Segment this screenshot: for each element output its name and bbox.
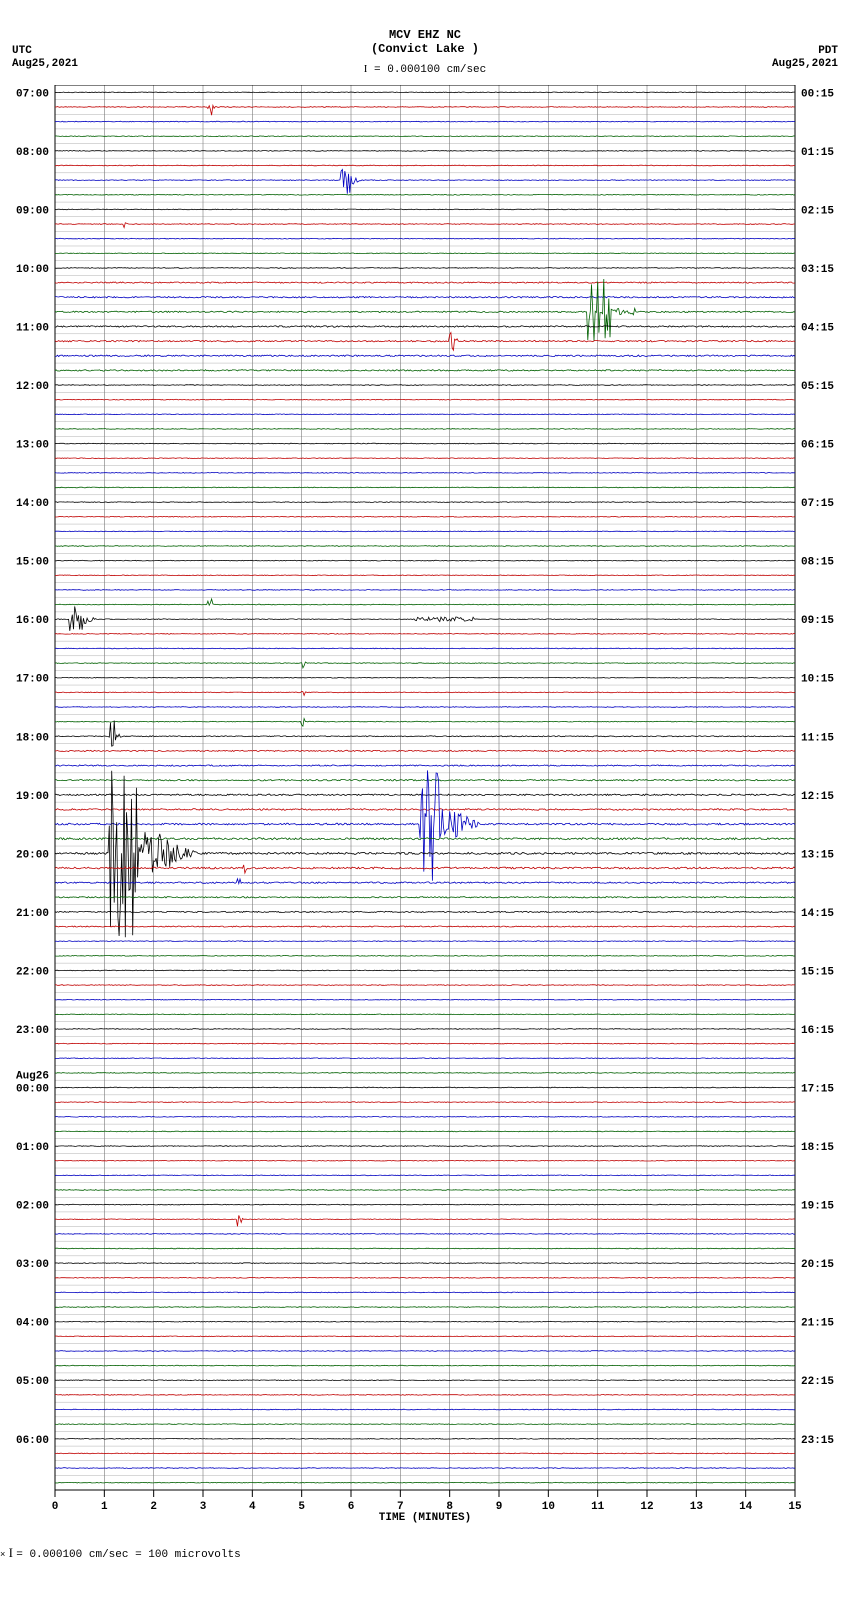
svg-text:05:15: 05:15 xyxy=(801,381,834,393)
svg-text:04:15: 04:15 xyxy=(801,322,834,334)
svg-text:22:00: 22:00 xyxy=(16,966,49,978)
svg-text:08:00: 08:00 xyxy=(16,147,49,159)
svg-text:Aug26: Aug26 xyxy=(16,1071,49,1083)
svg-text:22:15: 22:15 xyxy=(801,1376,834,1388)
svg-text:13:00: 13:00 xyxy=(16,440,49,452)
svg-text:11:00: 11:00 xyxy=(16,322,49,334)
svg-text:11:15: 11:15 xyxy=(801,732,834,744)
svg-text:14:00: 14:00 xyxy=(16,498,49,510)
svg-text:16:00: 16:00 xyxy=(16,615,49,627)
svg-text:12:15: 12:15 xyxy=(801,791,834,803)
svg-text:19:15: 19:15 xyxy=(801,1201,834,1213)
svg-text:06:15: 06:15 xyxy=(801,440,834,452)
svg-text:13:15: 13:15 xyxy=(801,849,834,861)
svg-text:09:15: 09:15 xyxy=(801,615,834,627)
footer-scale-note: × I = 0.000100 cm/sec = 100 microvolts xyxy=(0,1545,241,1561)
svg-text:18:00: 18:00 xyxy=(16,732,49,744)
svg-text:03:00: 03:00 xyxy=(16,1259,49,1271)
right-date: Aug25,2021 xyxy=(772,58,838,71)
seismogram-chart: 07:00 08:00 09:00 10:00 11:00 12:00 13:00 14:00… xyxy=(0,85,850,1524)
xaxis-label: TIME (MINUTES) xyxy=(0,1512,850,1524)
svg-text:17:15: 17:15 xyxy=(801,1084,834,1096)
svg-text:05:00: 05:00 xyxy=(16,1376,49,1388)
svg-text:00:00: 00:00 xyxy=(16,1084,49,1096)
station-code: MCV EHZ NC xyxy=(0,28,850,42)
svg-text:21:15: 21:15 xyxy=(801,1318,834,1330)
left-date: Aug25,2021 xyxy=(12,58,78,71)
svg-text:02:00: 02:00 xyxy=(16,1201,49,1213)
svg-text:06:00: 06:00 xyxy=(16,1435,49,1447)
svg-text:16:15: 16:15 xyxy=(801,1025,834,1037)
svg-text:19:00: 19:00 xyxy=(16,791,49,803)
svg-text:10:15: 10:15 xyxy=(801,674,834,686)
svg-text:23:15: 23:15 xyxy=(801,1435,834,1447)
svg-text:20:00: 20:00 xyxy=(16,849,49,861)
station-name: (Convict Lake ) xyxy=(0,42,850,56)
svg-text:00:15: 00:15 xyxy=(801,88,834,100)
svg-text:07:00: 07:00 xyxy=(16,88,49,100)
svg-text:23:00: 23:00 xyxy=(16,1025,49,1037)
svg-text:08:15: 08:15 xyxy=(801,557,834,569)
svg-text:07:15: 07:15 xyxy=(801,498,834,510)
svg-text:15:15: 15:15 xyxy=(801,966,834,978)
svg-text:02:15: 02:15 xyxy=(801,205,834,217)
svg-text:20:15: 20:15 xyxy=(801,1259,834,1271)
right-timezone: PDT xyxy=(772,45,838,58)
svg-text:09:00: 09:00 xyxy=(16,205,49,217)
svg-text:15:00: 15:00 xyxy=(16,557,49,569)
svg-text:18:15: 18:15 xyxy=(801,1142,834,1154)
svg-text:12:00: 12:00 xyxy=(16,381,49,393)
svg-text:10:00: 10:00 xyxy=(16,264,49,276)
svg-text:14:15: 14:15 xyxy=(801,908,834,920)
svg-text:04:00: 04:00 xyxy=(16,1318,49,1330)
svg-text:01:00: 01:00 xyxy=(16,1142,49,1154)
left-timezone: UTC xyxy=(12,45,78,58)
svg-text:21:00: 21:00 xyxy=(16,908,49,920)
svg-text:01:15: 01:15 xyxy=(801,147,834,159)
svg-text:17:00: 17:00 xyxy=(16,674,49,686)
scale-note: I = 0.000100 cm/sec xyxy=(0,62,850,77)
svg-text:03:15: 03:15 xyxy=(801,264,834,276)
